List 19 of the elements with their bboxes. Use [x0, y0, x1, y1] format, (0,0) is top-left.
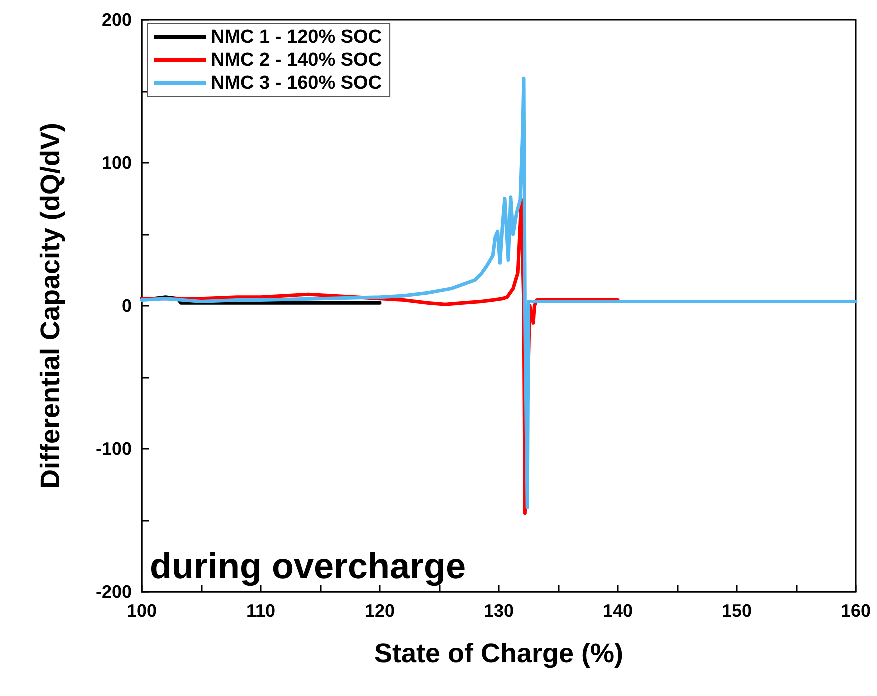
y-tick-label: 0 — [122, 296, 132, 316]
y-tick-label: 100 — [102, 153, 132, 173]
x-tick-label: 100 — [126, 601, 158, 621]
legend-label: NMC 2 - 140% SOC — [211, 50, 382, 71]
y-tick-label: 200 — [102, 10, 132, 30]
x-axis-title: State of Charge (%) — [374, 638, 624, 668]
x-tick-label: 110 — [246, 601, 276, 621]
y-tick-label: -100 — [96, 439, 132, 459]
legend-label: NMC 1 - 120% SOC — [211, 27, 382, 48]
annotation: during overcharge — [150, 546, 466, 586]
x-tick-label: 120 — [364, 601, 396, 621]
x-tick-label: 160 — [840, 601, 872, 621]
line-series — [140, 76, 858, 510]
legend-label: NMC 3 - 160% SOC — [211, 73, 382, 94]
x-tick-label: 150 — [722, 601, 752, 621]
y-axis-title: Differential Capacity (dQ/dV) — [36, 122, 66, 490]
y-tick-label: -200 — [96, 582, 132, 602]
x-tick-label: 140 — [602, 601, 634, 621]
x-tick-label: 130 — [484, 601, 514, 621]
